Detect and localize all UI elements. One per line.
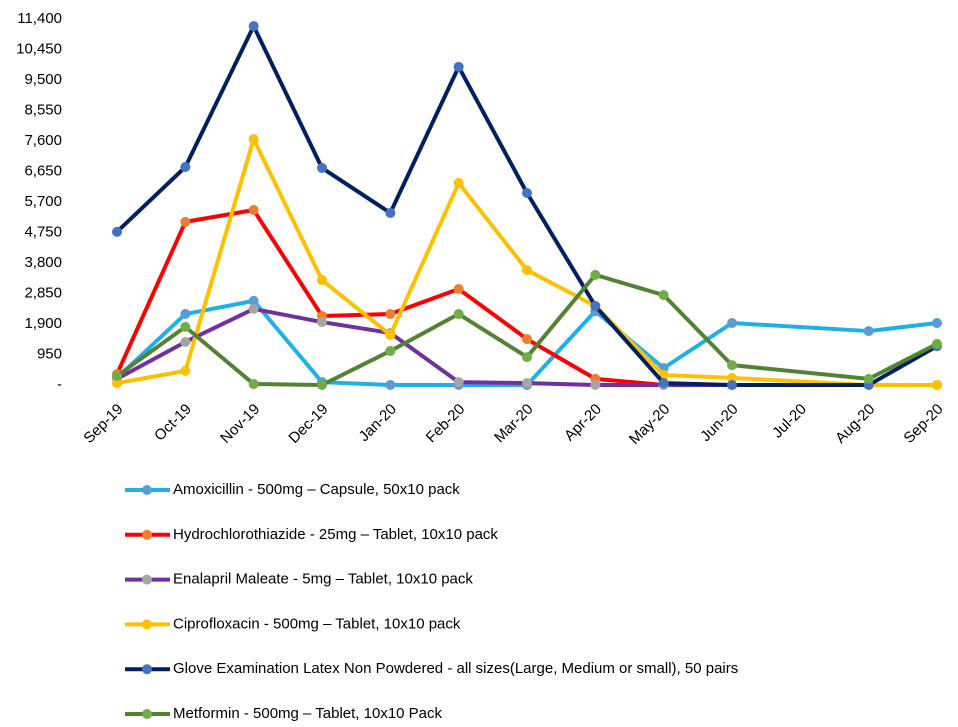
series-line bbox=[115, 298, 734, 387]
data-point bbox=[453, 61, 464, 72]
y-tick-label: 3,800 bbox=[24, 254, 62, 271]
data-point bbox=[385, 309, 396, 320]
y-tick-label: 9,500 bbox=[24, 71, 62, 88]
data-point bbox=[180, 216, 191, 227]
data-point bbox=[180, 162, 191, 173]
x-tick-label: Dec-19 bbox=[285, 401, 331, 447]
series-line bbox=[867, 344, 938, 387]
data-point bbox=[180, 336, 191, 347]
data-point bbox=[180, 309, 191, 320]
series-line bbox=[115, 208, 732, 387]
data-point bbox=[248, 379, 259, 390]
x-tick-label: Apr-20 bbox=[561, 401, 605, 445]
data-point bbox=[522, 334, 532, 345]
data-point bbox=[590, 301, 601, 312]
legend-marker bbox=[142, 485, 152, 495]
y-tick-label: - bbox=[57, 376, 62, 393]
y-tick-label: 2,850 bbox=[24, 284, 62, 301]
legend-label: Ciprofloxacin - 500mg – Tablet, 10x10 pa… bbox=[173, 615, 461, 632]
data-point bbox=[522, 265, 532, 276]
series-line bbox=[116, 306, 732, 387]
y-tick-label: 4,750 bbox=[24, 223, 62, 240]
data-point bbox=[248, 303, 259, 314]
x-tick-label: Mar-20 bbox=[491, 401, 537, 447]
gap-connector bbox=[730, 321, 871, 334]
x-tick-label: Aug-20 bbox=[832, 401, 878, 447]
x-tick-label: Jun-20 bbox=[697, 401, 741, 445]
legend-marker bbox=[142, 619, 152, 630]
data-point bbox=[727, 380, 737, 390]
legend-label: Glove Examination Latex Non Powdered - a… bbox=[173, 660, 738, 677]
data-point bbox=[180, 321, 191, 332]
data-point bbox=[248, 295, 259, 306]
data-point bbox=[522, 352, 532, 363]
y-tick-label: 8,550 bbox=[24, 101, 62, 118]
y-tick-label: 6,650 bbox=[24, 162, 62, 179]
data-point bbox=[453, 284, 464, 295]
y-tick-label: 5,700 bbox=[24, 193, 62, 210]
data-point bbox=[590, 269, 601, 280]
data-point bbox=[522, 188, 532, 199]
data-point bbox=[248, 21, 259, 32]
series-line bbox=[116, 137, 733, 386]
x-tick-label: May-20 bbox=[626, 401, 673, 448]
y-tick-label: 7,600 bbox=[24, 132, 62, 149]
data-point bbox=[727, 360, 737, 371]
y-tick-label: 10,450 bbox=[16, 40, 62, 57]
y-tick-label: 950 bbox=[37, 345, 62, 362]
series-line bbox=[115, 24, 733, 387]
data-point bbox=[317, 162, 327, 173]
data-point bbox=[453, 377, 464, 388]
legend-label: Amoxicillin - 500mg – Capsule, 50x10 pac… bbox=[173, 481, 460, 498]
series-line bbox=[868, 321, 938, 334]
data-point bbox=[248, 134, 259, 145]
legend-label: Metformin - 500mg – Tablet, 10x10 Pack bbox=[173, 705, 443, 722]
legend-marker bbox=[142, 574, 152, 585]
data-point bbox=[112, 371, 122, 382]
y-tick-label: 1,900 bbox=[24, 315, 62, 332]
data-point bbox=[317, 317, 327, 328]
legend-label: Enalapril Maleate - 5mg – Tablet, 10x10 … bbox=[173, 571, 473, 588]
data-point bbox=[385, 345, 396, 356]
data-point bbox=[863, 373, 874, 384]
x-tick-label: Jan-20 bbox=[356, 401, 400, 445]
data-point bbox=[317, 275, 327, 286]
data-point bbox=[112, 226, 122, 237]
series-line bbox=[115, 272, 734, 387]
x-tick-label: Sep-19 bbox=[80, 401, 126, 447]
data-point bbox=[932, 338, 942, 349]
data-point bbox=[112, 378, 122, 389]
data-point bbox=[727, 318, 737, 329]
data-point bbox=[385, 207, 396, 218]
legend-marker bbox=[142, 529, 152, 540]
data-point bbox=[932, 318, 942, 329]
data-point bbox=[317, 380, 327, 390]
data-point bbox=[453, 309, 464, 320]
series-line bbox=[867, 342, 938, 381]
data-point bbox=[727, 372, 737, 383]
data-point bbox=[453, 178, 464, 189]
data-point bbox=[385, 380, 396, 390]
x-tick-label: Oct-19 bbox=[151, 401, 195, 445]
x-tick-label: Jul-20 bbox=[769, 401, 810, 442]
legend-label: Hydrochlorothiazide - 25mg – Tablet, 10x… bbox=[173, 526, 498, 543]
data-point bbox=[932, 380, 942, 390]
gap-connector bbox=[730, 363, 871, 381]
data-point bbox=[863, 326, 874, 337]
data-point bbox=[385, 329, 396, 340]
y-tick-label: 11,400 bbox=[17, 10, 62, 27]
data-point bbox=[590, 380, 601, 390]
x-tick-label: Sep-20 bbox=[900, 401, 946, 447]
legend-marker bbox=[142, 709, 152, 719]
data-point bbox=[180, 365, 191, 376]
legend-marker bbox=[142, 664, 152, 675]
data-point bbox=[658, 378, 669, 389]
x-tick-label: Nov-19 bbox=[217, 401, 263, 447]
data-point bbox=[248, 205, 259, 216]
data-point bbox=[658, 290, 669, 301]
x-tick-label: Feb-20 bbox=[423, 401, 469, 447]
data-point bbox=[522, 378, 532, 389]
